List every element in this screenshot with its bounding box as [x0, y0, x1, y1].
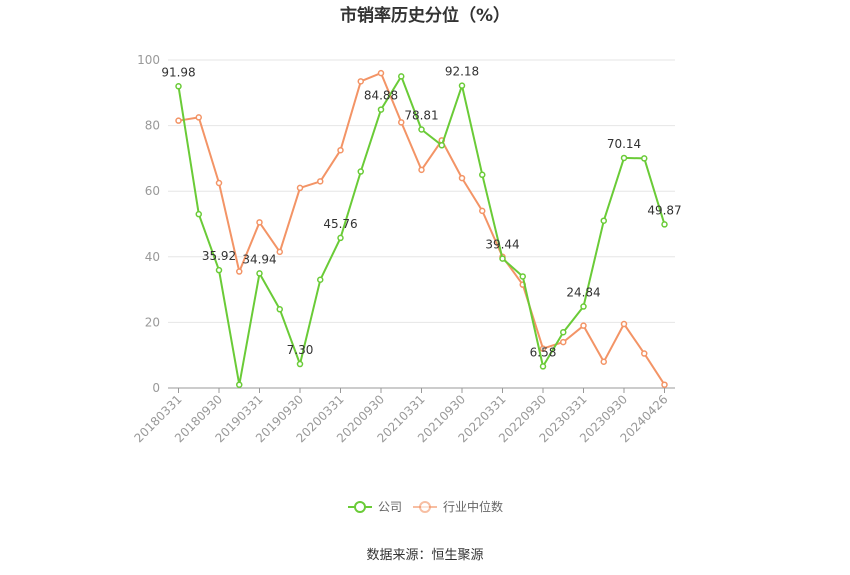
data-label: 45.76: [323, 217, 357, 231]
data-point-industry[interactable]: [641, 350, 648, 357]
data-labels: 91.98 35.92 34.94 7.30 45.76 84.88 78.81 92.18 3…: [161, 65, 681, 360]
data-point-industry[interactable]: [600, 358, 607, 366]
data-point-company[interactable]: [620, 154, 628, 162]
data-point-industry[interactable]: [317, 178, 324, 185]
data-point-industry[interactable]: [296, 184, 304, 192]
data-point-company[interactable]: [418, 126, 425, 133]
data-label: 35.92: [202, 249, 236, 263]
data-point-company[interactable]: [236, 381, 243, 388]
data-point-company[interactable]: [438, 142, 445, 149]
data-point-industry[interactable]: [276, 248, 283, 256]
data-point-company[interactable]: [600, 217, 607, 224]
data-point-company[interactable]: [357, 168, 364, 175]
data-label: 34.94: [242, 252, 276, 266]
data-point-company[interactable]: [195, 210, 202, 218]
data-point-industry[interactable]: [195, 114, 202, 121]
data-point-company[interactable]: [539, 363, 547, 370]
data-point-industry[interactable]: [215, 179, 223, 187]
y-tick-label: 0: [152, 381, 160, 395]
data-label: 84.88: [364, 89, 398, 103]
data-label: 24.84: [566, 286, 600, 300]
data-point-company[interactable]: [398, 73, 405, 80]
data-label: 39.44: [485, 238, 519, 252]
data-label: 7.30: [287, 343, 314, 357]
legend-item-industry[interactable]: 行业中位数: [413, 499, 503, 514]
data-label: 49.87: [647, 203, 681, 217]
data-point-company[interactable]: [256, 270, 263, 277]
data-point-industry[interactable]: [337, 146, 344, 154]
data-point-company[interactable]: [296, 360, 304, 368]
data-point-company[interactable]: [641, 155, 648, 162]
legend[interactable]: 公司 行业中位数: [348, 499, 503, 514]
data-point-industry[interactable]: [175, 117, 182, 124]
data-point-company[interactable]: [519, 273, 526, 280]
data-label: 91.98: [161, 65, 195, 79]
data-point-industry[interactable]: [479, 207, 486, 215]
series-layer: [175, 69, 668, 388]
data-point-company[interactable]: [580, 303, 587, 310]
data-point-company[interactable]: [215, 266, 223, 274]
data-point-industry[interactable]: [580, 322, 587, 329]
data-point-industry[interactable]: [620, 320, 628, 328]
y-tick-label: 100: [137, 53, 160, 67]
data-point-company[interactable]: [317, 276, 324, 284]
data-label: 92.18: [445, 65, 479, 79]
data-label: 78.81: [404, 109, 438, 123]
data-label: 6.58: [530, 345, 557, 359]
legend-label-industry: 行业中位数: [443, 499, 503, 514]
data-point-company[interactable]: [458, 82, 466, 89]
data-point-company[interactable]: [499, 255, 506, 262]
legend-label-company: 公司: [378, 500, 402, 514]
data-point-industry[interactable]: [357, 78, 364, 85]
grid: [168, 59, 675, 323]
source-note: 数据来源：恒生聚源: [366, 548, 483, 563]
data-point-company[interactable]: [337, 234, 344, 242]
data-point-company[interactable]: [479, 171, 486, 179]
y-tick-label: 20: [145, 315, 160, 329]
data-point-industry[interactable]: [560, 338, 567, 346]
y-tick-label: 60: [145, 184, 160, 198]
data-point-industry[interactable]: [539, 345, 547, 352]
data-point-company[interactable]: [276, 306, 283, 313]
data-point-company[interactable]: [175, 83, 182, 90]
data-point-industry[interactable]: [256, 219, 263, 226]
y-tick-label: 40: [145, 250, 160, 264]
data-point-industry[interactable]: [398, 119, 405, 126]
y-tick-label: 80: [145, 119, 160, 133]
data-point-company[interactable]: [661, 221, 668, 228]
data-point-industry[interactable]: [377, 69, 385, 77]
y-axis-ticks: 0 20 40 60 80 100: [137, 53, 160, 395]
data-point-industry[interactable]: [236, 268, 243, 275]
data-label: 70.14: [607, 137, 641, 151]
data-point-company[interactable]: [377, 106, 385, 113]
legend-item-company[interactable]: 公司: [348, 500, 402, 514]
data-point-industry[interactable]: [458, 174, 466, 182]
data-point-industry[interactable]: [661, 381, 668, 388]
chart-title: 市销率历史分位（%）: [340, 5, 510, 26]
data-point-industry[interactable]: [418, 166, 425, 174]
data-point-company[interactable]: [560, 328, 567, 336]
x-axis: 2018033120180930201903312019093020200331…: [132, 387, 675, 445]
